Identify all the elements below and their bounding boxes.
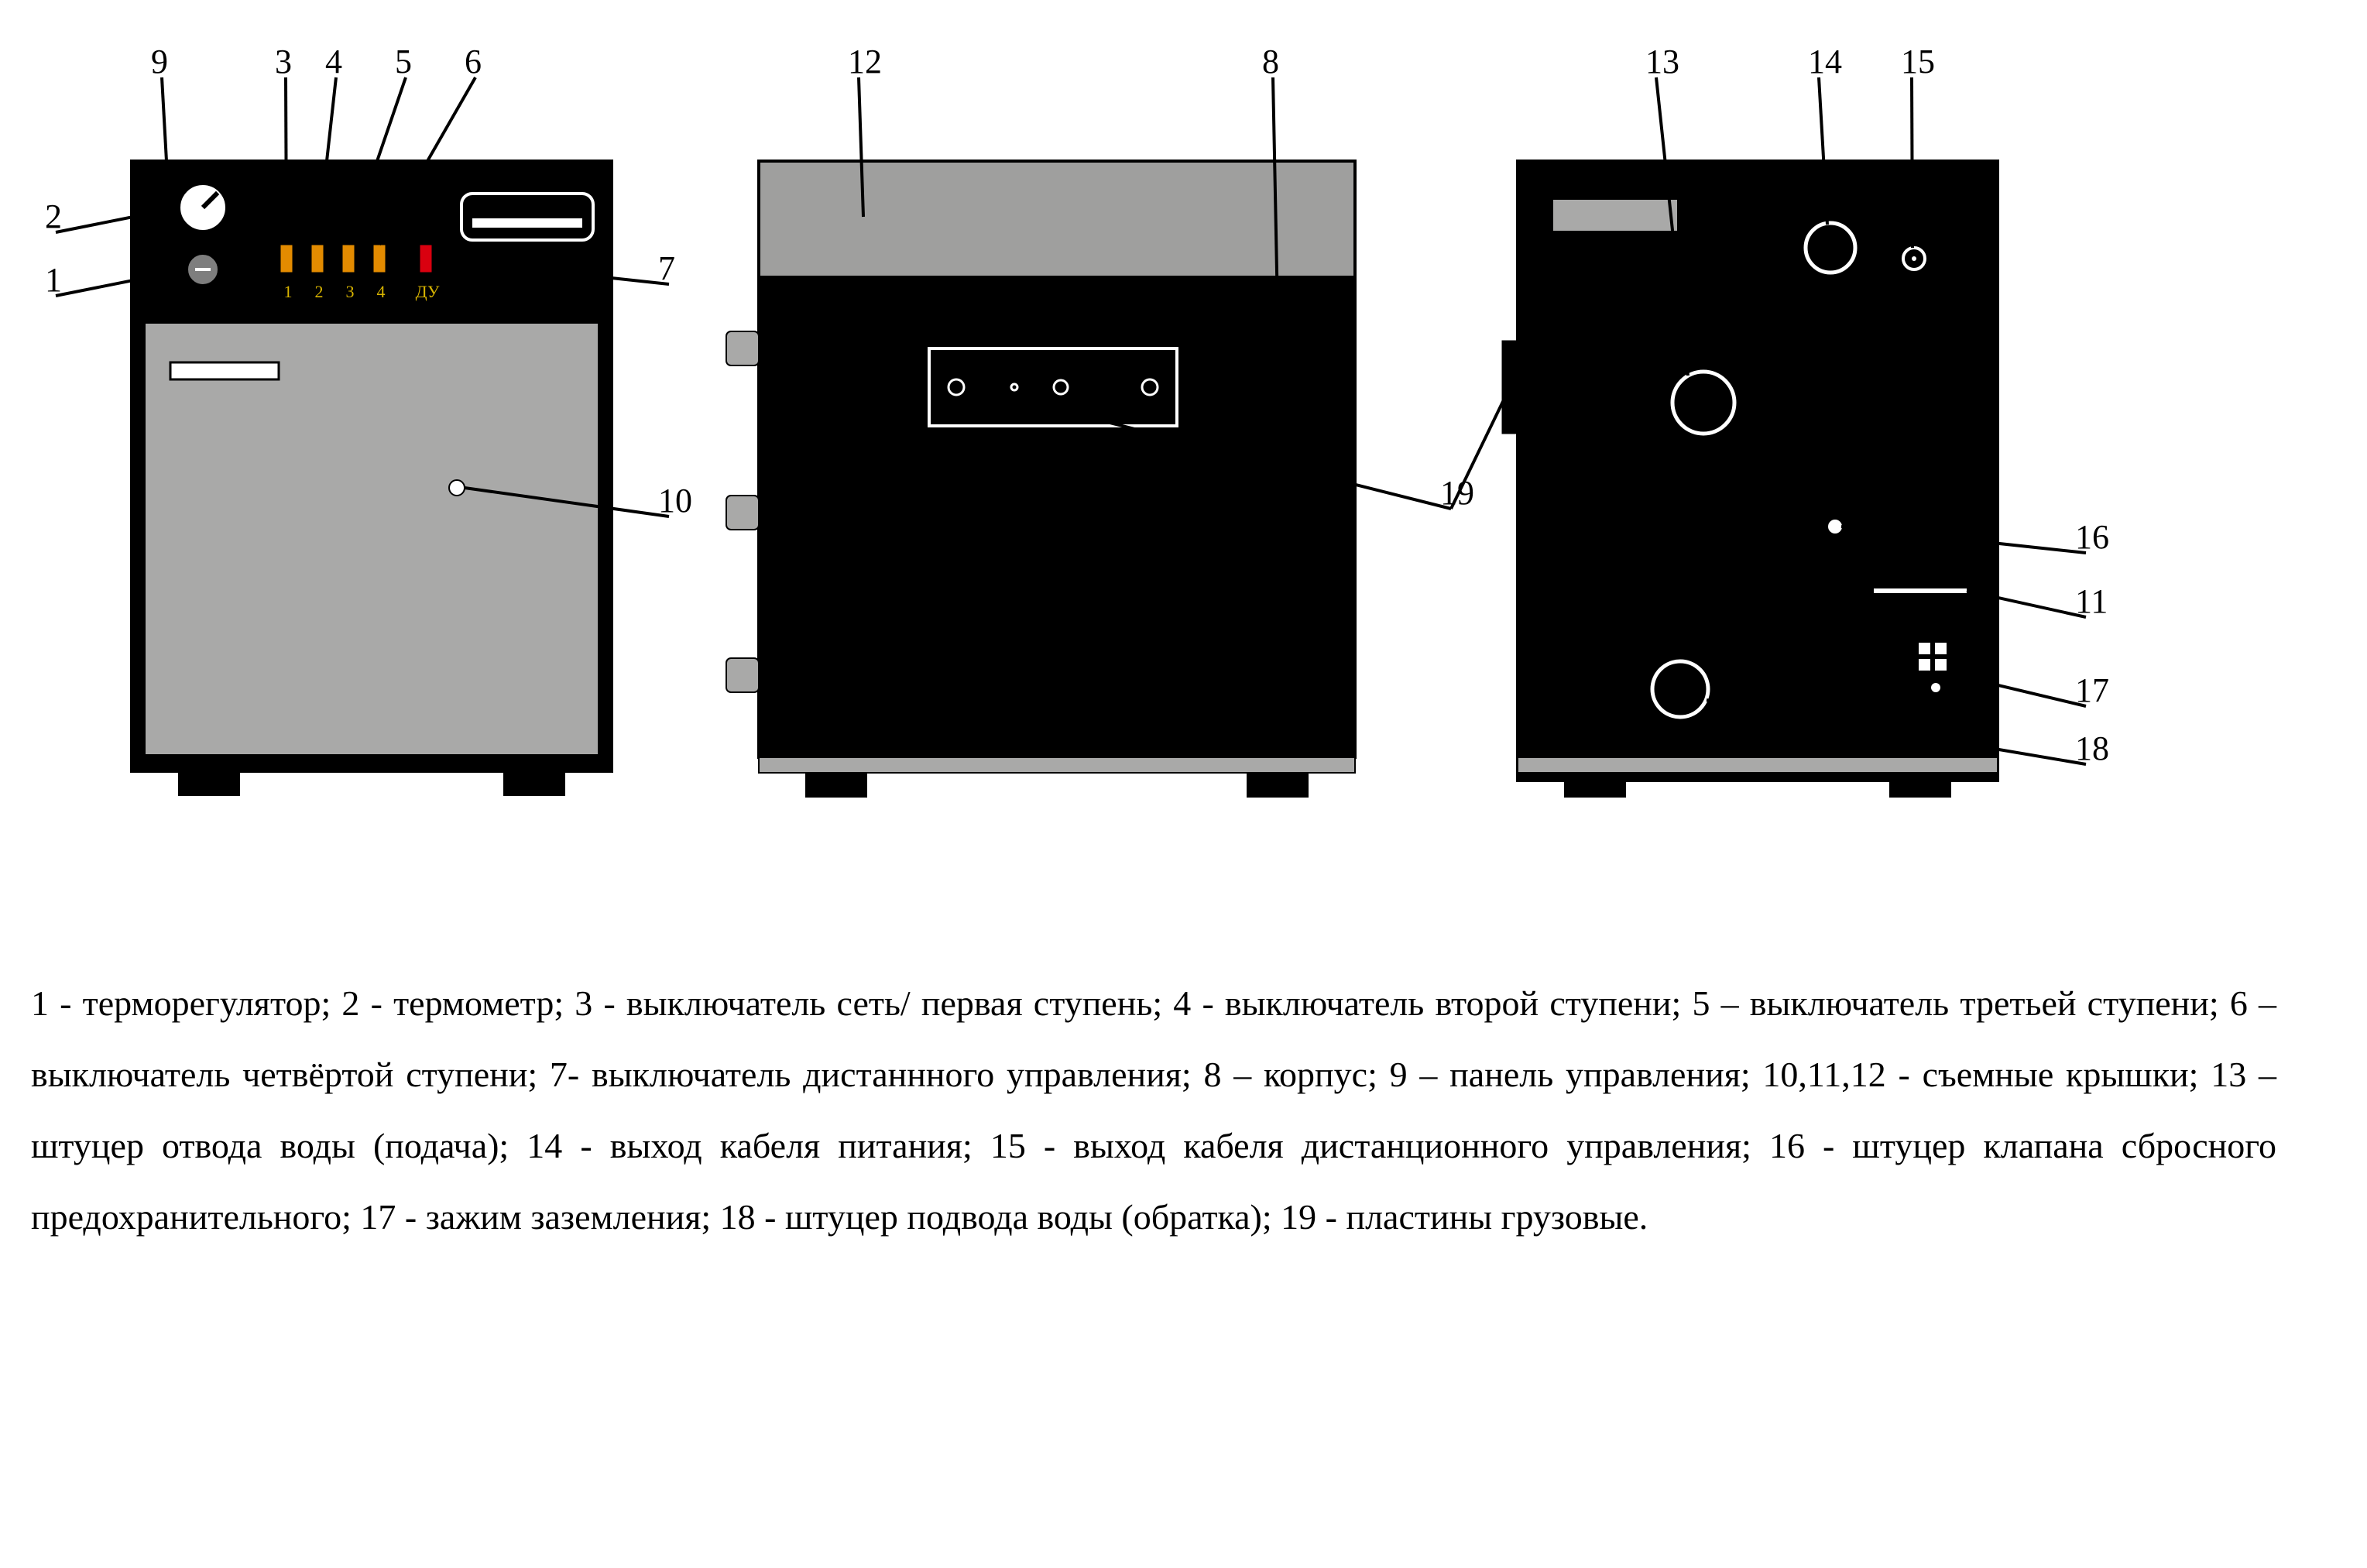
callout-14: 14 — [1808, 45, 1842, 79]
callout-1: 1 — [45, 263, 62, 297]
callout-5: 5 — [395, 45, 412, 79]
callout-10: 10 — [658, 484, 692, 518]
callout-3: 3 — [275, 45, 292, 79]
callout-19: 19 — [1440, 476, 1474, 510]
callout-11: 11 — [2075, 585, 2108, 619]
diagram-canvas: 934562171012819131415161117181234ДУ — [31, 31, 2336, 945]
callout-12: 12 — [848, 45, 882, 79]
callout-8: 8 — [1262, 45, 1279, 79]
callout-16: 16 — [2075, 520, 2109, 554]
callout-18: 18 — [2075, 732, 2109, 766]
callout-15: 15 — [1901, 45, 1935, 79]
callout-9: 9 — [151, 45, 168, 79]
callout-2: 2 — [45, 200, 62, 234]
switch-label: 4 — [365, 283, 396, 300]
switch-label: 1 — [273, 283, 304, 300]
switch-label: ДУ — [412, 283, 443, 300]
callout-7: 7 — [658, 252, 675, 286]
diagram-svg — [31, 31, 2336, 945]
legend-text: 1 - терморегулятор; 2 - термометр; 3 - в… — [31, 968, 2276, 1253]
switch-label: 3 — [334, 283, 365, 300]
switch-label: 2 — [304, 283, 334, 300]
callout-6: 6 — [465, 45, 482, 79]
callout-13: 13 — [1645, 45, 1679, 79]
callout-4: 4 — [325, 45, 342, 79]
callout-17: 17 — [2075, 674, 2109, 708]
